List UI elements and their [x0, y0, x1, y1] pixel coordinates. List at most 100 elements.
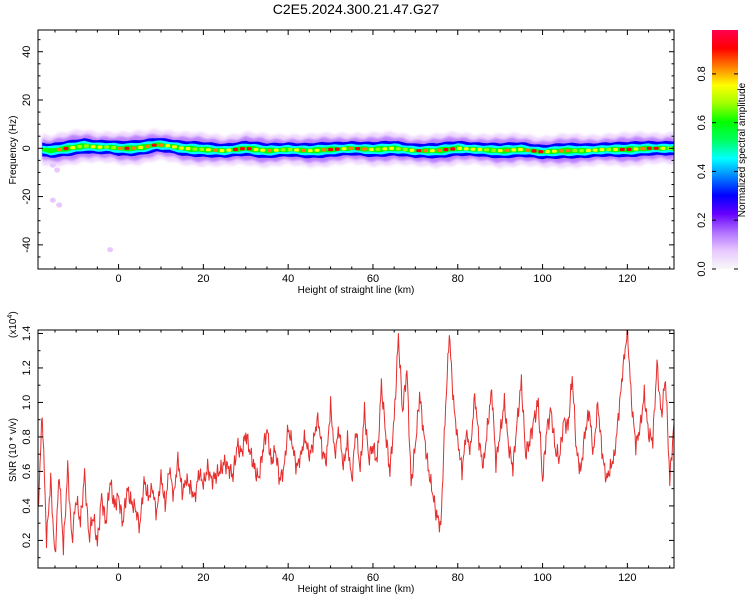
spectrum-core-peaks [56, 143, 673, 154]
spectrum-peak-cell [558, 149, 564, 153]
snr-x-label: Height of straight line (km) [298, 584, 415, 595]
spectrum-peak-cell [151, 143, 157, 147]
spectrum-peak-cell [233, 147, 239, 152]
spectrum-peak-cell [97, 145, 103, 149]
spectrum-peak-cell [490, 148, 496, 152]
spectrum-peak-cell [111, 146, 116, 150]
x-tick-label: 40 [282, 572, 294, 584]
spectrum-peak-cell [273, 148, 279, 152]
spectrum-peak-cell [436, 148, 442, 152]
spectrum-peak-cell [144, 144, 150, 148]
snr-y-scale-exponent: 4 [7, 315, 14, 319]
colorbar: 0.0 0.2 0.4 0.6 0.8 Normalized spectral ampl… [696, 30, 748, 277]
spectrum-peak-cell [219, 149, 225, 153]
spectrum-peak-cell [443, 148, 449, 152]
x-tick-label: 100 [533, 572, 551, 584]
x-tick-label: 40 [282, 273, 294, 285]
spectrum-peak-cell [267, 149, 272, 153]
spectrum-peak-cell [477, 147, 483, 152]
spectrum-peak-cell [395, 147, 401, 151]
colorbar-tick-label: 0.4 [696, 164, 708, 179]
spectrum-peak-cell [192, 147, 198, 151]
spectrum-peak-cell [178, 146, 184, 150]
spectrum-peak-cell [402, 147, 408, 152]
spectrum-peak-cell [585, 148, 591, 153]
spectrum-peak-cell [260, 148, 266, 152]
spectrum-peak-cell [613, 147, 618, 152]
spectrum-peak-cell [185, 147, 191, 151]
y-tick-label: 0.8 [21, 429, 33, 444]
colorbar-fill [712, 30, 738, 269]
y-tick-label: 0.2 [21, 533, 33, 548]
spectrum-peak-cell [117, 146, 123, 150]
spectrum-peak-cell [124, 146, 130, 150]
spectrum-peak-cell [463, 147, 469, 151]
x-tick-label: 20 [197, 572, 209, 584]
spectrum-peak-cell [640, 147, 646, 151]
spectrum-peak-cell [382, 147, 388, 151]
y-tick-label: 40 [21, 46, 33, 58]
spectrum-peak-cell [619, 147, 625, 152]
spectrum-peak-cell [457, 146, 462, 150]
x-tick-label: 60 [367, 273, 379, 285]
spectrum-peak-cell [606, 147, 612, 152]
spectrum-peak-cell [450, 147, 456, 151]
spectrum-peak-cell [246, 147, 252, 151]
spectrum-outlier [107, 247, 114, 253]
snr-frame [37, 329, 675, 569]
spectrum-peak-cell [368, 147, 374, 151]
y-tick-label: 1.4 [21, 326, 33, 341]
spectrogram-x-ticks: 0 20 40 60 80 100 120 [54, 30, 671, 285]
colorbar-tick-label: 0.8 [696, 66, 708, 81]
spectrum-peak-cell [592, 148, 598, 152]
spectrum-peak-cell [497, 149, 503, 153]
colorbar-tick-label: 0.0 [696, 261, 708, 276]
spectrum-peak-cell [646, 146, 652, 150]
spectrum-peak-cell [572, 149, 578, 153]
spectrum-peak-cell [131, 146, 137, 150]
x-tick-label: 100 [533, 273, 551, 285]
spectrum-peak-cell [579, 149, 585, 153]
snr-series-line [38, 330, 674, 556]
snr-y-label: SNR (10 * v/v) [8, 418, 19, 482]
snr-y-scale-close: ) [8, 311, 19, 314]
spectrogram-panel: 0 20 40 60 80 100 120 -40 -20 0 20 40 Height of st… [8, 29, 675, 296]
x-tick-label: 120 [618, 572, 636, 584]
spectrum-peak-cell [314, 148, 320, 152]
snr-y-scale: (x104) [7, 311, 19, 338]
spectrum-peak-cell [660, 146, 666, 150]
spectrum-peak-cell [300, 148, 306, 152]
snr-panel: 0 20 40 60 80 100 120 0.2 0.4 0.6 0.8 1.0 1.2 1.4 He… [7, 311, 675, 595]
spectrum-peak-cell [321, 148, 327, 152]
spectrogram-y-label: Frequency (Hz) [8, 116, 19, 185]
spectrum-peak-cell [205, 148, 211, 152]
snr-plot [38, 330, 674, 556]
spectrum-peak-cell [83, 144, 89, 148]
figure-title: C2E5.2024.300.21.47.G27 [273, 1, 440, 17]
y-tick-label: -40 [21, 237, 33, 253]
y-tick-label: 20 [21, 94, 33, 106]
spectrum-peak-cell [90, 145, 96, 149]
colorbar-tick-label: 0.6 [696, 115, 708, 130]
spectrum-peak-cell [375, 147, 381, 151]
spectrum-peak-cell [633, 147, 639, 151]
spectrum-outlier [56, 202, 63, 208]
spectrum-peak-cell [362, 147, 367, 151]
spectrum-peak-cell [172, 145, 177, 149]
spectrum-peak-cell [518, 147, 523, 152]
spectrum-peak-cell [239, 147, 245, 151]
spectrogram-plot [42, 129, 674, 253]
colorbar-ticks: 0.0 0.2 0.4 0.6 0.8 [696, 66, 738, 277]
x-tick-label: 20 [197, 273, 209, 285]
spectrogram-frame [37, 29, 675, 270]
snr-y-scale-base: (x10 [8, 318, 19, 338]
spectrum-peak-cell [429, 149, 435, 153]
spectrum-peak-cell [341, 147, 347, 151]
spectrum-peak-cell [104, 145, 110, 149]
spectrum-peak-cell [280, 148, 286, 152]
spectrum-peak-cell [524, 148, 530, 152]
spectrum-peak-cell [328, 147, 334, 152]
spectrum-peak-cell [56, 147, 62, 152]
spectrum-peak-cell [409, 148, 415, 152]
